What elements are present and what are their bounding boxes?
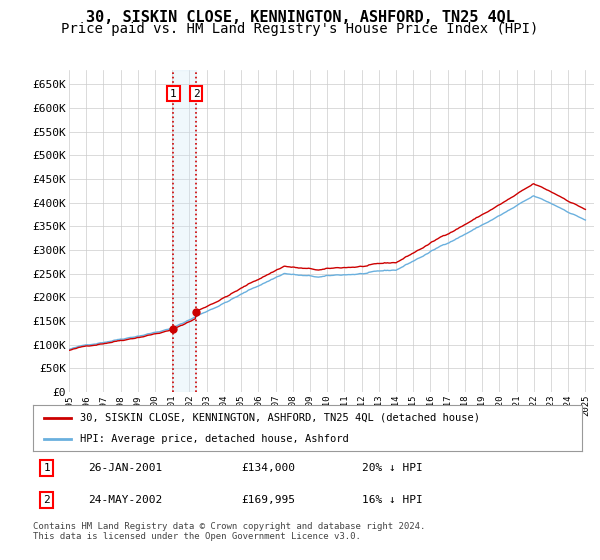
Text: HPI: Average price, detached house, Ashford: HPI: Average price, detached house, Ashf…: [80, 435, 349, 444]
Text: 24-MAY-2002: 24-MAY-2002: [88, 495, 162, 505]
Text: 1: 1: [43, 463, 50, 473]
Text: £134,000: £134,000: [242, 463, 296, 473]
Text: 30, SISKIN CLOSE, KENNINGTON, ASHFORD, TN25 4QL (detached house): 30, SISKIN CLOSE, KENNINGTON, ASHFORD, T…: [80, 413, 479, 423]
Text: 1: 1: [170, 88, 177, 99]
Bar: [173, 70, 196, 392]
Text: 2: 2: [193, 88, 199, 99]
Text: 30, SISKIN CLOSE, KENNINGTON, ASHFORD, TN25 4QL: 30, SISKIN CLOSE, KENNINGTON, ASHFORD, T…: [86, 10, 514, 25]
Text: 26-JAN-2001: 26-JAN-2001: [88, 463, 162, 473]
Text: 20% ↓ HPI: 20% ↓ HPI: [362, 463, 423, 473]
Text: 16% ↓ HPI: 16% ↓ HPI: [362, 495, 423, 505]
Text: Price paid vs. HM Land Registry's House Price Index (HPI): Price paid vs. HM Land Registry's House …: [61, 22, 539, 36]
Text: Contains HM Land Registry data © Crown copyright and database right 2024.
This d: Contains HM Land Registry data © Crown c…: [33, 522, 425, 542]
Text: 2: 2: [43, 495, 50, 505]
Text: £169,995: £169,995: [242, 495, 296, 505]
